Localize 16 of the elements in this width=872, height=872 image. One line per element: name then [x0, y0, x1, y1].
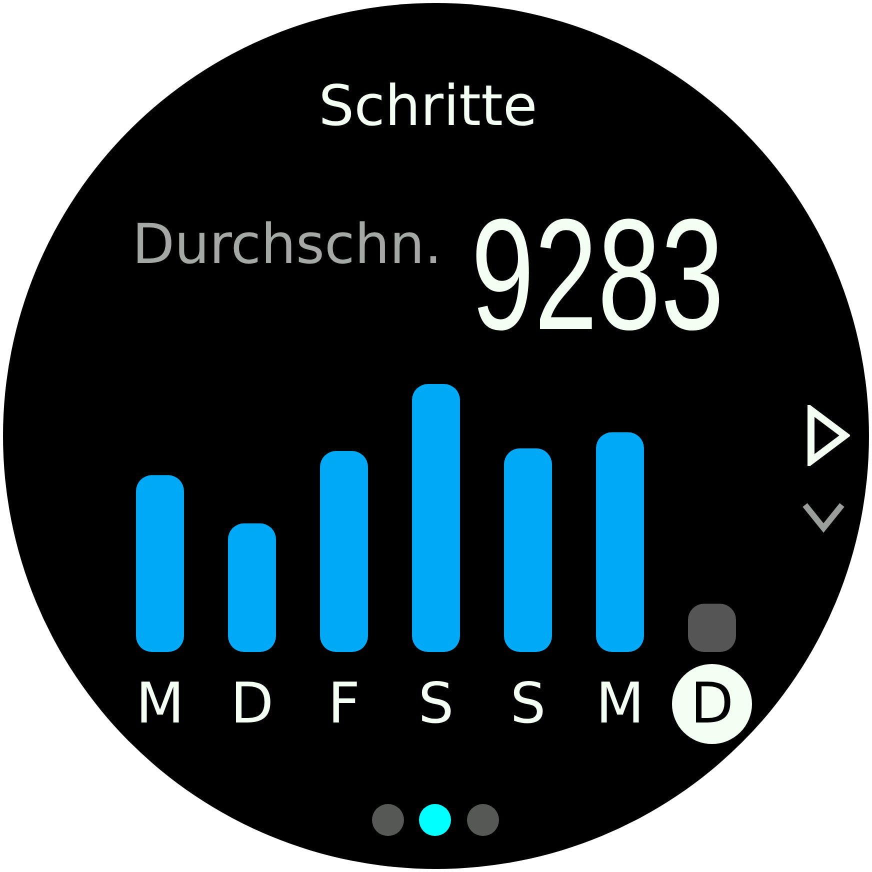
x-tick-label: D — [230, 672, 274, 736]
chart-title: Schritte — [318, 74, 538, 139]
bar — [136, 475, 184, 652]
x-tick-label: M — [136, 672, 184, 736]
x-tick-label: M — [596, 672, 644, 736]
bar — [504, 448, 552, 652]
x-tick-label: D — [690, 672, 734, 736]
bar — [320, 451, 368, 652]
x-tick-label: F — [328, 672, 360, 736]
bar — [228, 523, 276, 652]
text: 9283 — [471, 187, 724, 363]
bar — [412, 384, 460, 652]
bar — [596, 432, 644, 652]
text: Durchschn. — [132, 212, 442, 276]
x-tick-label: S — [418, 672, 454, 736]
x-tick-label: S — [510, 672, 546, 736]
